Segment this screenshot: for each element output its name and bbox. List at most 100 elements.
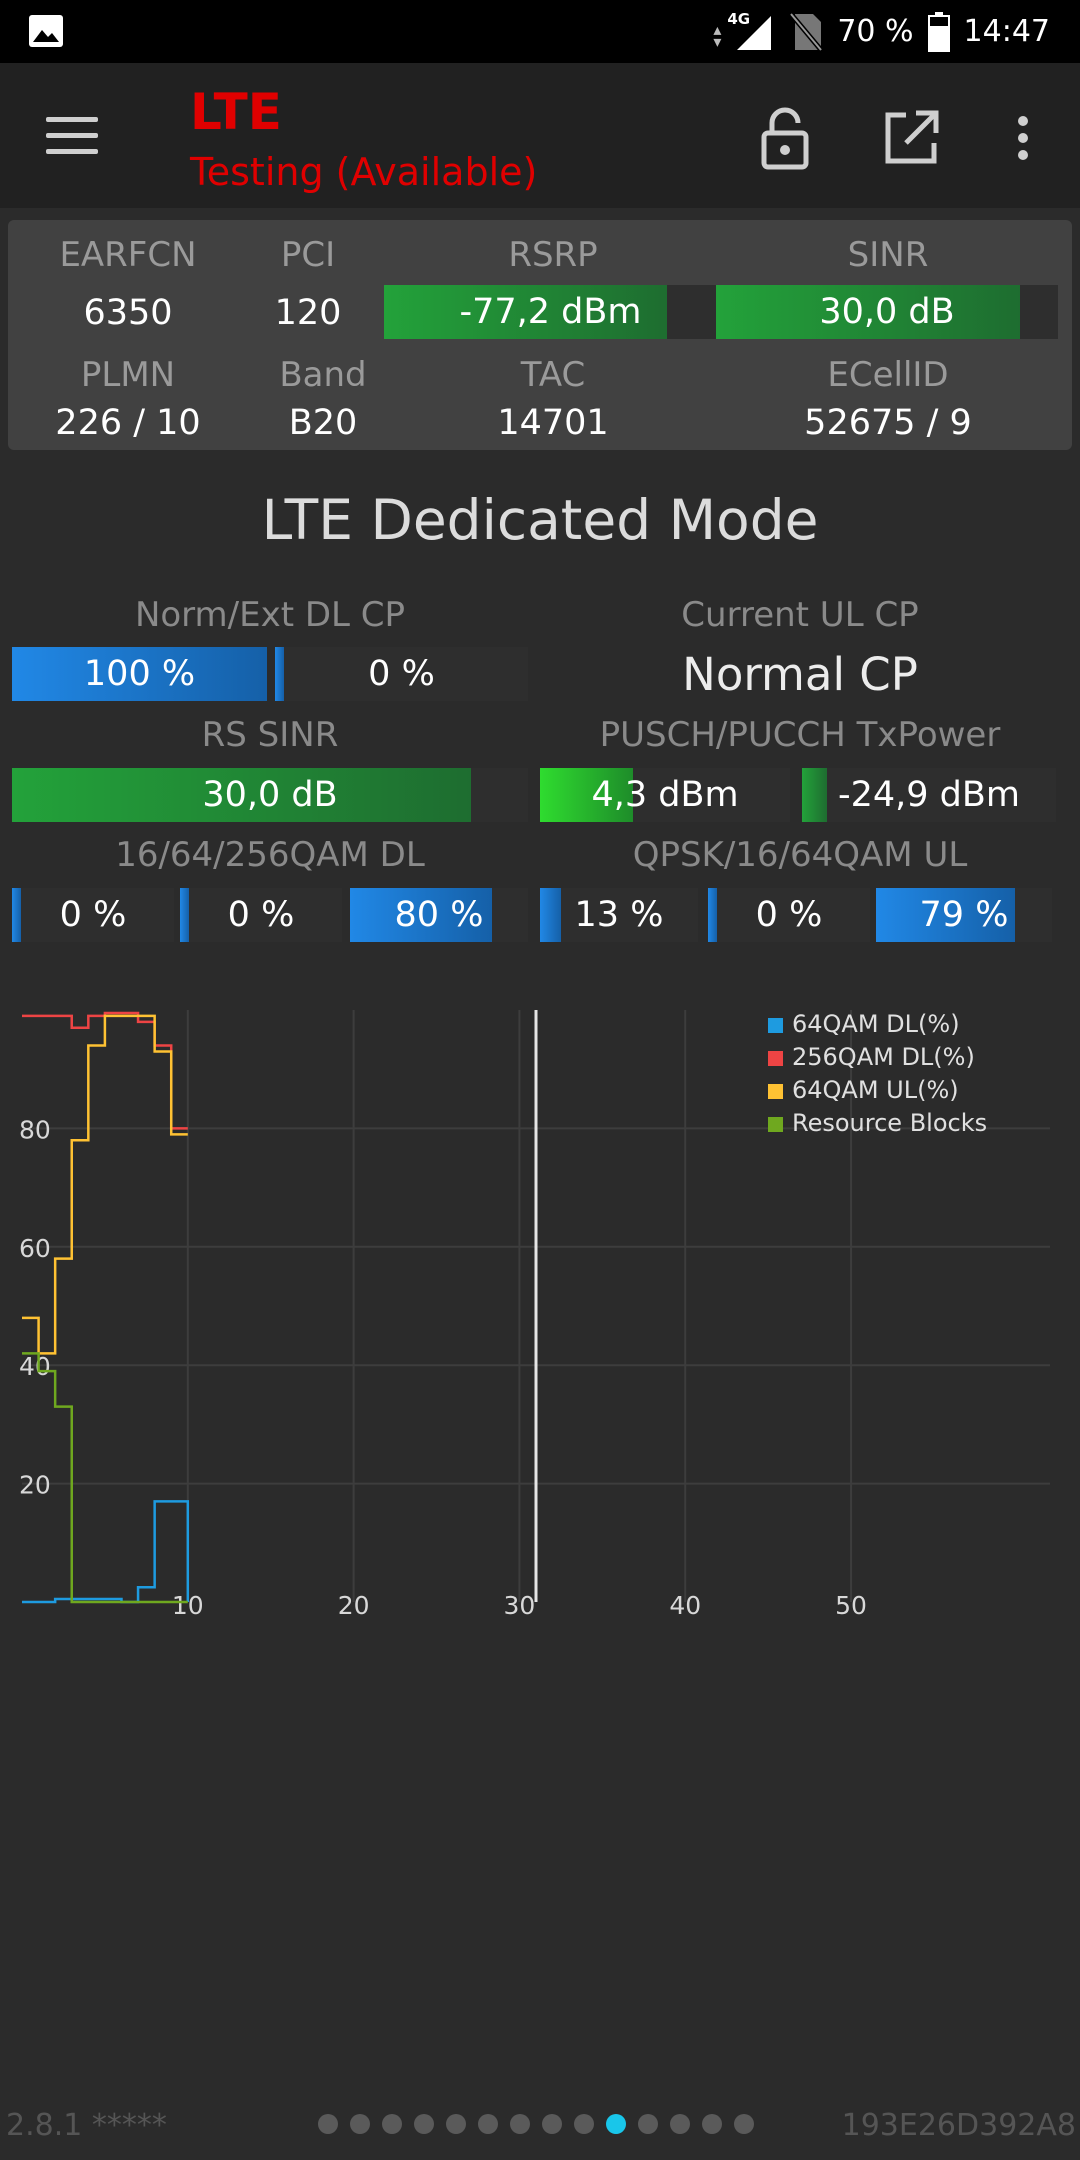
app-version: 2.8.1 *****: [6, 2108, 167, 2143]
plmn-value: 226 / 10: [55, 403, 201, 443]
ul-cp-label: Current UL CP: [681, 595, 919, 635]
qam64-dl-bar: 0 %: [180, 888, 342, 942]
lock-open-icon[interactable]: [750, 103, 820, 173]
y-tick-label: 40: [19, 1352, 51, 1381]
cp-normal-bar: 100 %: [12, 647, 267, 701]
pucch-value: -24,9 dBm: [837, 775, 1020, 815]
legend-swatch: [768, 1084, 783, 1099]
more-vert-icon[interactable]: [988, 103, 1058, 173]
pci-label: PCI: [280, 235, 336, 275]
qam-dl-label: 16/64/256QAM DL: [115, 835, 425, 875]
page-dot[interactable]: [670, 2114, 690, 2134]
page-dot[interactable]: [510, 2114, 530, 2134]
legend-label: 64QAM UL(%): [792, 1076, 959, 1104]
y-tick-label: 60: [19, 1234, 51, 1263]
rs-sinr-bar: 30,0 dB: [12, 768, 528, 822]
battery-icon: [927, 11, 950, 52]
ecellid-label: ECellID: [827, 355, 949, 395]
x-tick-label: 50: [835, 1591, 867, 1620]
app-bar: LTE Testing (Available): [0, 63, 1080, 208]
battery-percent: 70 %: [837, 14, 914, 49]
series-line: [22, 1352, 188, 1604]
status-bar: ▴ ▾ 4G 70 % 14:47: [0, 0, 1080, 63]
cell-info-panel: EARFCN PCI RSRP SINR 6350 120 -77,2 dBm …: [8, 220, 1072, 450]
y-tick-label: 80: [19, 1115, 51, 1144]
legend-swatch: [768, 1018, 783, 1033]
series-line: [22, 1500, 190, 1604]
sinr-bar: 30,0 dB: [716, 285, 1058, 339]
cp-normal-value: 100 %: [83, 654, 196, 694]
series-line: [22, 1011, 188, 1130]
band-label: Band: [279, 355, 367, 395]
gallery-icon: [29, 15, 63, 47]
qam16-ul-value: 0 %: [755, 895, 823, 935]
page-dot[interactable]: [702, 2114, 722, 2134]
pusch-value: 4,3 dBm: [591, 775, 739, 815]
qam64-dl-value: 0 %: [227, 895, 295, 935]
page-dot[interactable]: [318, 2114, 338, 2134]
rsrp-value: -77,2 dBm: [459, 292, 642, 332]
qam256-dl-value: 80 %: [394, 895, 484, 935]
series-line: [22, 1014, 188, 1355]
section-title: LTE Dedicated Mode: [261, 488, 819, 552]
qam16-ul-bar: 0 %: [708, 888, 870, 942]
x-tick-label: 20: [338, 1591, 370, 1620]
device-id: 193E26D392A8: [841, 2108, 1076, 2143]
rsrp-label: RSRP: [508, 235, 598, 275]
pucch-bar: -24,9 dBm: [802, 768, 1056, 822]
ul-cp-value: Normal CP: [682, 648, 918, 701]
pusch-bar: 4,3 dBm: [540, 768, 790, 822]
page-dot[interactable]: [606, 2114, 626, 2134]
page-dot[interactable]: [734, 2114, 754, 2134]
menu-icon[interactable]: [46, 117, 98, 157]
qam16-dl-value: 0 %: [59, 895, 127, 935]
rs-sinr-value: 30,0 dB: [202, 775, 338, 815]
no-sim-icon: [789, 11, 824, 52]
earfcn-value: 6350: [83, 293, 173, 333]
tac-value: 14701: [497, 403, 609, 443]
legend-swatch: [768, 1051, 783, 1066]
x-tick-label: 40: [669, 1591, 701, 1620]
page-dot[interactable]: [446, 2114, 466, 2134]
page-dot[interactable]: [350, 2114, 370, 2134]
app-title: LTE: [190, 83, 282, 141]
sinr-value: 30,0 dB: [819, 292, 955, 332]
x-tick-label: 30: [504, 1591, 536, 1620]
legend-swatch: [768, 1117, 783, 1132]
legend-label: Resource Blocks: [792, 1109, 987, 1137]
page-dot[interactable]: [382, 2114, 402, 2134]
page-dot[interactable]: [542, 2114, 562, 2134]
page-dot[interactable]: [414, 2114, 434, 2134]
qam64-ul-value: 79 %: [919, 895, 1009, 935]
page-indicator[interactable]: [318, 2114, 754, 2134]
qam-ul-label: QPSK/16/64QAM UL: [632, 835, 968, 875]
earfcn-label: EARFCN: [59, 235, 197, 275]
plmn-label: PLMN: [80, 355, 176, 395]
y-tick-label: 20: [19, 1471, 51, 1500]
app-subtitle: Testing (Available): [190, 150, 538, 194]
page-dot[interactable]: [638, 2114, 658, 2134]
cp-extended-bar: 0 %: [275, 647, 528, 701]
qam16-dl-bar: 0 %: [12, 888, 174, 942]
ecellid-value: 52675 / 9: [804, 403, 972, 443]
rs-sinr-label: RS SINR: [201, 715, 339, 755]
cp-label: Norm/Ext DL CP: [134, 595, 406, 635]
rsrp-bar: -77,2 dBm: [384, 285, 717, 339]
txpower-label: PUSCH/PUCCH TxPower: [599, 715, 1001, 755]
pci-value: 120: [274, 293, 342, 333]
page-dot[interactable]: [478, 2114, 498, 2134]
qam64-ul-bar: 79 %: [876, 888, 1052, 942]
page-dot[interactable]: [574, 2114, 594, 2134]
legend-label: 256QAM DL(%): [792, 1043, 975, 1071]
tac-label: TAC: [520, 355, 586, 395]
qpsk-ul-value: 13 %: [574, 895, 664, 935]
open-external-icon[interactable]: [876, 103, 946, 173]
band-value: B20: [288, 403, 358, 443]
sinr-label: SINR: [847, 235, 929, 275]
qam256-dl-bar: 80 %: [350, 888, 528, 942]
signal-icon: ▴ ▾ 4G: [713, 10, 775, 52]
cp-extended-value: 0 %: [368, 654, 435, 694]
clock: 14:47: [963, 14, 1050, 49]
qpsk-ul-bar: 13 %: [540, 888, 698, 942]
